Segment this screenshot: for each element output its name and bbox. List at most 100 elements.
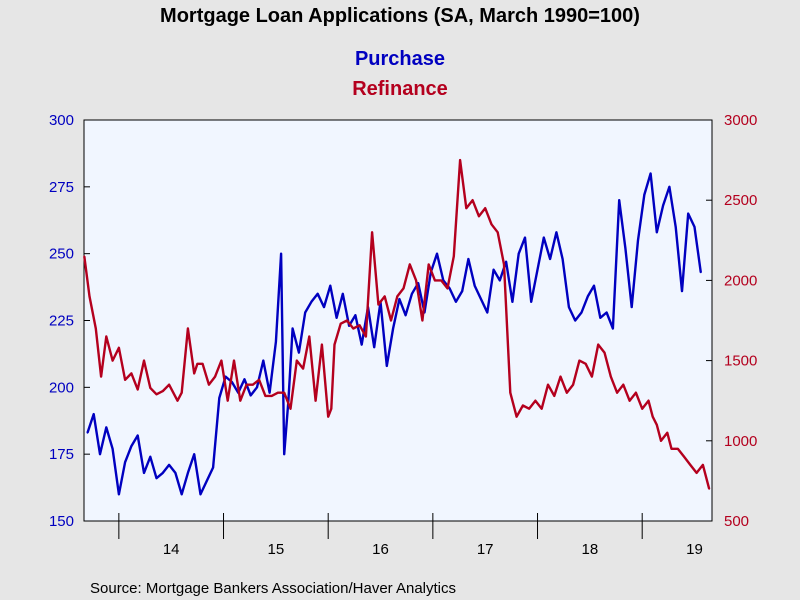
data-point bbox=[168, 464, 171, 466]
data-point bbox=[622, 383, 625, 386]
data-point bbox=[180, 493, 183, 496]
data-point bbox=[681, 290, 683, 292]
data-point bbox=[402, 287, 405, 290]
data-point bbox=[111, 359, 114, 362]
data-point bbox=[283, 391, 286, 394]
data-point bbox=[143, 472, 145, 474]
legend-purchase: Purchase bbox=[355, 48, 445, 70]
data-point bbox=[492, 268, 495, 271]
data-point bbox=[390, 319, 392, 322]
data-point bbox=[268, 391, 271, 394]
data-point bbox=[517, 252, 520, 255]
data-point bbox=[251, 383, 254, 386]
data-point bbox=[118, 346, 120, 349]
data-point bbox=[586, 295, 589, 298]
data-point bbox=[124, 378, 126, 381]
data-point bbox=[193, 372, 196, 375]
data-point bbox=[377, 303, 380, 306]
data-point bbox=[308, 335, 311, 338]
data-point bbox=[687, 212, 690, 215]
data-point bbox=[660, 439, 662, 442]
data-point bbox=[174, 472, 177, 474]
data-point bbox=[490, 223, 493, 226]
data-point bbox=[683, 455, 685, 458]
y-right-tick-label: 500 bbox=[724, 513, 749, 530]
data-point bbox=[86, 431, 89, 434]
data-point bbox=[392, 327, 394, 330]
axes: 150 175 200 225 250 275 300 500 1000 1500 2000 2500… bbox=[49, 112, 757, 558]
data-point bbox=[446, 287, 449, 290]
data-point bbox=[434, 279, 436, 282]
data-point bbox=[218, 397, 221, 399]
data-point bbox=[404, 314, 407, 317]
data-point bbox=[316, 292, 319, 295]
data-point bbox=[172, 391, 175, 394]
data-point bbox=[330, 407, 333, 410]
data-point bbox=[536, 268, 539, 271]
data-point bbox=[591, 375, 593, 378]
data-point bbox=[549, 258, 551, 260]
data-point bbox=[593, 284, 595, 287]
data-point bbox=[196, 362, 199, 365]
data-point bbox=[208, 383, 210, 386]
data-point bbox=[124, 461, 126, 464]
data-point bbox=[314, 399, 317, 402]
data-point bbox=[258, 378, 260, 381]
data-point bbox=[220, 359, 223, 362]
data-point bbox=[486, 311, 489, 314]
data-point bbox=[275, 341, 277, 343]
data-point bbox=[542, 236, 545, 239]
data-point bbox=[289, 407, 292, 410]
source-note: Source: Mortgage Bankers Association/Hav… bbox=[90, 580, 456, 597]
data-point bbox=[565, 391, 568, 394]
data-point bbox=[118, 493, 120, 496]
data-point bbox=[452, 255, 455, 258]
data-point bbox=[341, 292, 344, 295]
y-left-tick-label: 275 bbox=[49, 179, 74, 196]
data-point bbox=[264, 395, 267, 397]
data-point bbox=[365, 335, 367, 338]
data-point bbox=[465, 207, 468, 210]
data-point bbox=[243, 378, 246, 381]
data-point bbox=[522, 404, 524, 407]
data-point bbox=[161, 472, 164, 474]
data-point bbox=[509, 391, 512, 394]
data-point bbox=[214, 375, 217, 378]
data-point bbox=[239, 399, 242, 402]
data-point bbox=[136, 434, 139, 437]
data-point bbox=[187, 327, 189, 330]
chart-title: Mortgage Loan Applications (SA, March 19… bbox=[160, 5, 640, 27]
data-point bbox=[298, 351, 300, 354]
data-point bbox=[612, 327, 614, 330]
x-tick-label: 15 bbox=[268, 541, 285, 558]
data-point bbox=[695, 472, 698, 474]
data-point bbox=[440, 279, 443, 282]
y-left-tick-label: 250 bbox=[49, 246, 74, 263]
data-point bbox=[180, 391, 183, 394]
data-point bbox=[233, 359, 235, 362]
data-point bbox=[553, 395, 556, 397]
data-point bbox=[295, 359, 298, 362]
data-point bbox=[245, 383, 248, 386]
data-point bbox=[352, 327, 355, 330]
data-point bbox=[676, 447, 679, 450]
data-point bbox=[699, 271, 702, 274]
data-point bbox=[396, 295, 399, 298]
series-line-purchase bbox=[86, 172, 702, 496]
data-point bbox=[270, 395, 273, 397]
data-point bbox=[212, 466, 215, 469]
data-point bbox=[111, 447, 114, 450]
data-point bbox=[574, 319, 577, 322]
data-point bbox=[358, 324, 361, 327]
data-point bbox=[256, 386, 258, 389]
data-point bbox=[599, 316, 602, 319]
data-point bbox=[92, 413, 95, 415]
data-point bbox=[339, 322, 342, 325]
y-right-tick-label: 1500 bbox=[724, 353, 757, 370]
x-tick-label: 16 bbox=[372, 541, 389, 558]
data-point bbox=[149, 387, 152, 389]
data-point bbox=[83, 255, 86, 258]
data-point bbox=[94, 327, 97, 330]
y-right-tick-label: 2000 bbox=[724, 272, 757, 289]
data-point bbox=[637, 239, 639, 242]
